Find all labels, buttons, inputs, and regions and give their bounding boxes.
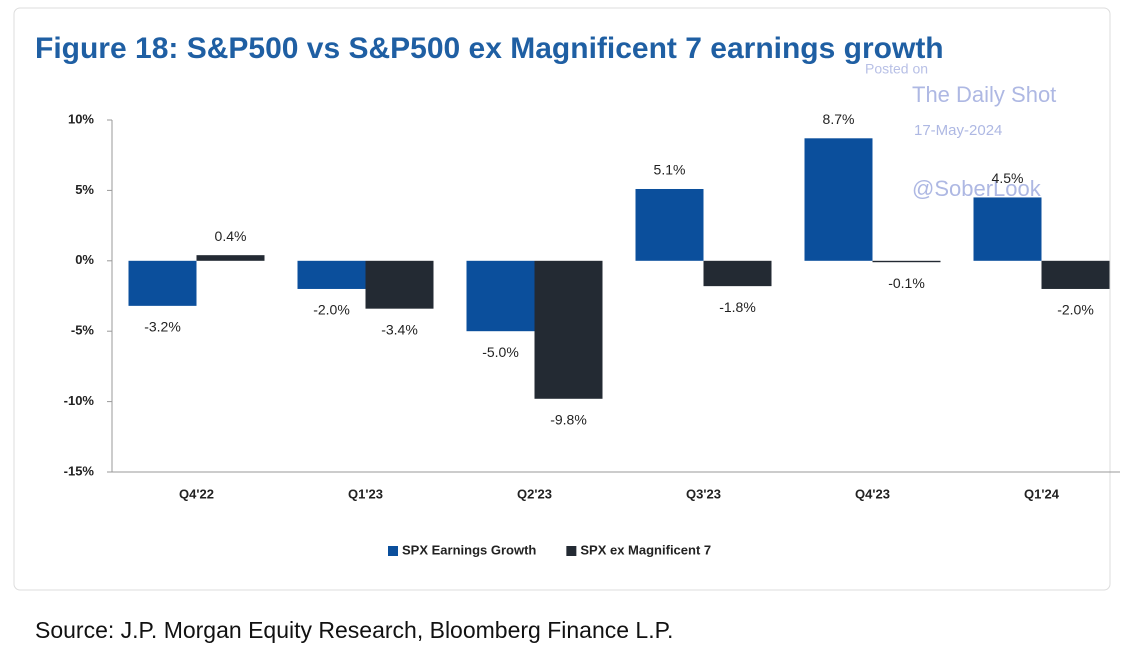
- y-tick-label: -5%: [71, 323, 95, 338]
- y-tick-label: 10%: [68, 111, 94, 126]
- value-label: 5.1%: [654, 162, 686, 178]
- bar: [534, 260, 603, 399]
- value-label: -1.8%: [719, 299, 756, 315]
- bar: [635, 188, 704, 261]
- watermark: @SoberLook: [912, 176, 1042, 201]
- watermark: Posted on: [865, 61, 928, 77]
- chart-title: Figure 18: S&P500 vs S&P500 ex Magnifice…: [35, 32, 944, 65]
- value-label: -5.0%: [482, 344, 519, 360]
- bar: [297, 260, 366, 289]
- x-tick-label: Q1'24: [1024, 486, 1060, 501]
- value-label: -9.8%: [550, 411, 587, 427]
- bar: [128, 260, 197, 306]
- legend-label: SPX ex Magnificent 7: [580, 542, 711, 557]
- x-tick-label: Q4'23: [855, 486, 890, 501]
- bar: [804, 138, 873, 261]
- x-tick-label: Q3'23: [686, 486, 721, 501]
- value-label: -2.0%: [1057, 302, 1094, 318]
- legend-swatch: [566, 546, 577, 556]
- legend-label: SPX Earnings Growth: [402, 542, 536, 557]
- source: Source: J.P. Morgan Equity Research, Blo…: [35, 617, 673, 643]
- value-label: 0.4%: [215, 228, 247, 244]
- x-tick-label: Q4'22: [179, 486, 214, 501]
- y-tick-label: 0%: [75, 252, 94, 267]
- value-label: -3.2%: [144, 319, 181, 335]
- x-tick-label: Q1'23: [348, 486, 383, 501]
- legend-swatch: [388, 546, 398, 556]
- value-label: -2.0%: [313, 302, 350, 318]
- bar: [872, 260, 941, 263]
- x-tick-label: Q2'23: [517, 486, 552, 501]
- bar: [466, 260, 535, 332]
- bar: [196, 255, 265, 261]
- y-tick-label: -10%: [64, 393, 95, 408]
- bar: [703, 260, 772, 287]
- bar: [365, 260, 434, 309]
- bar: [973, 197, 1042, 261]
- value-label: -3.4%: [381, 321, 418, 337]
- value-label: 4.5%: [992, 170, 1024, 186]
- y-tick-label: -15%: [64, 463, 95, 478]
- bar: [1041, 260, 1110, 289]
- watermark: 17-May-2024: [914, 122, 1002, 139]
- watermark: The Daily Shot: [912, 82, 1056, 107]
- y-tick-label: 5%: [75, 182, 94, 197]
- value-label: 8.7%: [823, 111, 855, 127]
- value-label: -0.1%: [888, 275, 925, 291]
